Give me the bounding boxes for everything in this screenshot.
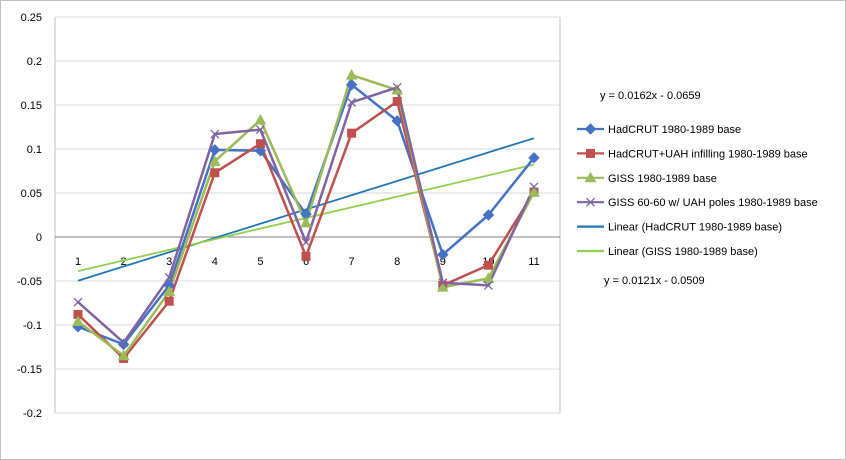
legend-item: HadCRUT 1980-1989 base: [577, 123, 741, 136]
marker-x-stroke: [210, 129, 220, 139]
marker-triangle: [254, 113, 267, 125]
marker-x: [164, 273, 174, 282]
legend-item: GISS 1980-1989 base: [577, 171, 717, 185]
marker-square: [586, 148, 595, 158]
y-tick-label: 0: [36, 232, 42, 244]
marker-x: [301, 237, 311, 247]
legend-label: HadCRUT 1980-1989 base: [608, 124, 741, 136]
y-tick-label: 0.2: [27, 56, 42, 68]
marker-square: [483, 260, 493, 270]
marker-square: [347, 128, 357, 138]
marker-triangle: [300, 216, 312, 228]
legend-item: Linear (HadCRUT 1980-1989 base): [577, 222, 782, 234]
marker-x-stroke: [347, 97, 357, 107]
legend-item: Linear (GISS 1980-1989 base): [577, 246, 758, 258]
y-tick-label: 0.15: [21, 100, 42, 112]
marker-x-stroke: [392, 82, 402, 92]
marker-diamond: [584, 123, 597, 135]
x-tick-label: 1: [75, 256, 81, 268]
x-tick-label: 7: [349, 256, 355, 268]
marker-triangle: [482, 272, 495, 283]
marker-x: [438, 278, 448, 288]
legend-label: HadCRUT+UAH infilling 1980-1989 base: [608, 148, 808, 160]
series-markers: [72, 69, 540, 363]
marker-triangle: [72, 315, 84, 326]
legend-item: GISS 60-60 w/ UAH poles 1980-1989 base: [577, 197, 818, 209]
marker-x-stroke: [164, 273, 174, 282]
marker-triangle: [436, 281, 449, 292]
marker-x-stroke: [586, 197, 595, 207]
marker-diamond: [209, 144, 221, 156]
marker-x: [392, 82, 402, 92]
marker-diamond: [117, 338, 130, 351]
marker-x-stroke: [301, 237, 311, 247]
marker-square: [392, 96, 402, 106]
legend-label: GISS 60-60 w/ UAH poles 1980-1989 base: [608, 197, 818, 209]
legend-label: GISS 1980-1989 base: [608, 173, 717, 185]
marker-x: [255, 125, 265, 135]
marker-diamond: [437, 248, 449, 261]
y-tick-label: -0.05: [17, 276, 42, 288]
legend-item: HadCRUT+UAH infilling 1980-1989 base: [577, 148, 808, 160]
x-tick-label: 3: [166, 256, 172, 268]
marker-x: [529, 182, 539, 192]
marker-triangle: [528, 186, 540, 197]
marker-square: [255, 139, 265, 149]
marker-x-stroke: [438, 278, 448, 288]
x-tick-label: 2: [121, 256, 127, 268]
marker-diamond: [254, 145, 267, 157]
y-tick-label: 0.25: [21, 12, 42, 24]
marker-x: [347, 97, 357, 107]
x-tick-label: 4: [212, 256, 218, 268]
y-tick-label: -0.15: [17, 364, 42, 376]
legend-label: Linear (GISS 1980-1989 base): [608, 246, 758, 258]
marker-triangle: [117, 349, 130, 361]
y-axis-tick-labels: 0.25 0.2 0.15 0.1 0.05 0 -0.05 -0.1 -0.15 -0.2: [17, 12, 42, 420]
trendline-equation-hadcrut: y = 0.0162x - 0.0659: [600, 90, 701, 102]
marker-triangle: [163, 285, 176, 297]
legend-label: Linear (HadCRUT 1980-1989 base): [608, 222, 782, 234]
marker-diamond: [345, 79, 358, 91]
marker-triangle: [208, 155, 221, 166]
legend: HadCRUT 1980-1989 base HadCRUT+UAH infill…: [577, 123, 818, 258]
marker-x: [586, 197, 595, 207]
marker-x: [483, 280, 493, 290]
y-tick-label: -0.2: [23, 408, 42, 420]
x-tick-label: 8: [394, 256, 400, 268]
x-tick-label: 5: [257, 256, 263, 268]
marker-x-stroke: [255, 125, 265, 135]
marker-x: [210, 129, 220, 139]
y-tick-label: -0.1: [23, 320, 42, 332]
marker-diamond: [482, 209, 495, 221]
marker-triangle: [584, 171, 597, 183]
marker-x-stroke: [73, 297, 83, 307]
marker-x-stroke: [119, 338, 129, 348]
marker-diamond: [528, 152, 540, 164]
marker-square: [301, 251, 311, 261]
trendline-equation-giss: y = 0.0121x - 0.0509: [604, 275, 705, 287]
x-tick-label: 11: [528, 256, 539, 268]
marker-x-stroke: [483, 280, 493, 290]
y-tick-label: 0.05: [21, 188, 42, 200]
marker-x: [119, 338, 129, 348]
x-tick-label: 9: [440, 256, 446, 268]
y-tick-label: 0.1: [27, 144, 42, 156]
marker-square: [210, 168, 220, 178]
marker-triangle: [345, 69, 358, 80]
marker-square: [164, 296, 174, 306]
marker-x-stroke: [529, 182, 539, 192]
marker-x: [73, 297, 83, 307]
marker-diamond: [391, 115, 403, 127]
x-tick-label: 6: [303, 256, 309, 268]
